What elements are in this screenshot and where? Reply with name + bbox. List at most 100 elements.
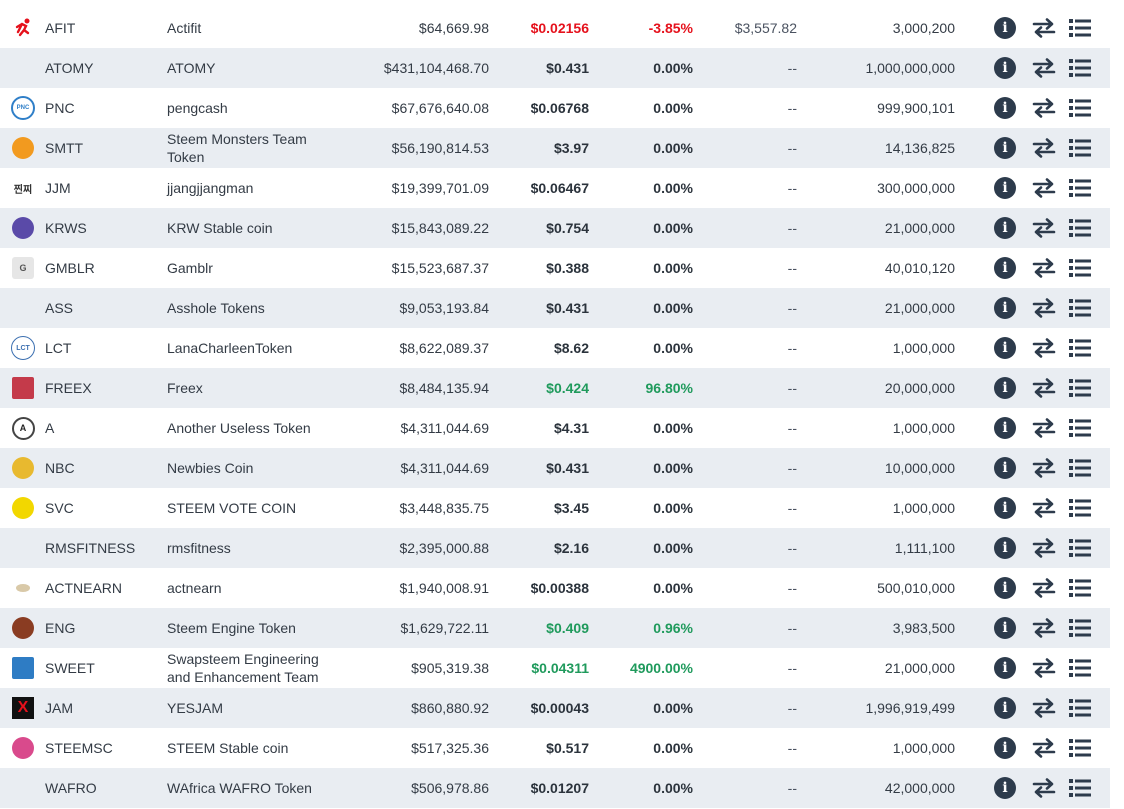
token-name[interactable]: jjangjjangman xyxy=(167,180,254,196)
list-icon[interactable] xyxy=(1068,577,1092,599)
swap-icon[interactable] xyxy=(1032,97,1056,119)
info-icon[interactable]: i xyxy=(994,17,1016,39)
list-icon[interactable] xyxy=(1068,297,1092,319)
token-symbol[interactable]: GMBLR xyxy=(45,260,95,276)
info-icon[interactable]: i xyxy=(994,697,1016,719)
token-name[interactable]: WAfrica WAFRO Token xyxy=(167,780,312,796)
info-icon[interactable]: i xyxy=(994,57,1016,79)
list-icon[interactable] xyxy=(1068,777,1092,799)
info-icon[interactable]: i xyxy=(994,97,1016,119)
swap-icon[interactable] xyxy=(1032,777,1056,799)
token-name[interactable]: pengcash xyxy=(167,100,228,116)
token-symbol[interactable]: PNC xyxy=(45,100,75,116)
swap-icon[interactable] xyxy=(1032,577,1056,599)
swap-icon[interactable] xyxy=(1032,217,1056,239)
token-name[interactable]: Steem Monsters Team Token xyxy=(167,131,307,165)
token-name[interactable]: Actifit xyxy=(167,20,202,36)
info-icon[interactable]: i xyxy=(994,217,1016,239)
info-icon[interactable]: i xyxy=(994,257,1016,279)
list-icon[interactable] xyxy=(1068,177,1092,199)
info-icon[interactable]: i xyxy=(994,457,1016,479)
token-name[interactable]: ATOMY xyxy=(167,60,216,76)
token-symbol[interactable]: ATOMY xyxy=(45,60,94,76)
token-name[interactable]: LanaCharleenToken xyxy=(167,340,293,356)
list-icon[interactable] xyxy=(1068,17,1092,39)
token-symbol[interactable]: JJM xyxy=(45,180,71,196)
swap-icon[interactable] xyxy=(1032,417,1056,439)
list-icon[interactable] xyxy=(1068,537,1092,559)
token-symbol[interactable]: AFIT xyxy=(45,20,76,36)
token-name[interactable]: KRW Stable coin xyxy=(167,220,273,236)
swap-icon[interactable] xyxy=(1032,257,1056,279)
swap-icon[interactable] xyxy=(1032,17,1056,39)
token-symbol[interactable]: SWEET xyxy=(45,660,95,676)
list-icon[interactable] xyxy=(1068,137,1092,159)
swap-icon[interactable] xyxy=(1032,657,1056,679)
token-symbol[interactable]: JAM xyxy=(45,700,73,716)
token-name[interactable]: Gamblr xyxy=(167,260,213,276)
token-name[interactable]: STEEM VOTE COIN xyxy=(167,500,297,516)
token-symbol[interactable]: A xyxy=(45,420,55,436)
token-symbol[interactable]: SVC xyxy=(45,500,74,516)
info-icon[interactable]: i xyxy=(994,417,1016,439)
token-symbol[interactable]: NBC xyxy=(45,460,75,476)
swap-icon[interactable] xyxy=(1032,457,1056,479)
swap-icon[interactable] xyxy=(1032,537,1056,559)
list-icon[interactable] xyxy=(1068,657,1092,679)
list-icon[interactable] xyxy=(1068,497,1092,519)
info-icon[interactable]: i xyxy=(994,377,1016,399)
swap-icon[interactable] xyxy=(1032,57,1056,79)
list-icon[interactable] xyxy=(1068,697,1092,719)
list-icon[interactable] xyxy=(1068,97,1092,119)
token-name[interactable]: actnearn xyxy=(167,580,222,596)
info-icon[interactable]: i xyxy=(994,737,1016,759)
swap-icon[interactable] xyxy=(1032,377,1056,399)
swap-icon[interactable] xyxy=(1032,177,1056,199)
list-icon[interactable] xyxy=(1068,417,1092,439)
info-icon[interactable]: i xyxy=(994,657,1016,679)
list-icon[interactable] xyxy=(1068,617,1092,639)
token-symbol[interactable]: ACTNEARN xyxy=(45,580,123,596)
token-symbol[interactable]: STEEMSC xyxy=(45,740,113,756)
token-symbol[interactable]: FREEX xyxy=(45,380,92,396)
swap-icon[interactable] xyxy=(1032,137,1056,159)
token-name[interactable]: YESJAM xyxy=(167,700,224,716)
info-icon[interactable]: i xyxy=(994,137,1016,159)
token-symbol[interactable]: LCT xyxy=(45,340,72,356)
token-name[interactable]: STEEM Stable coin xyxy=(167,740,289,756)
info-icon[interactable]: i xyxy=(994,337,1016,359)
info-icon[interactable]: i xyxy=(994,777,1016,799)
token-name[interactable]: Swapsteem Engineering and Enhancement Te… xyxy=(167,651,319,685)
token-symbol[interactable]: KRWS xyxy=(45,220,87,236)
token-name[interactable]: rmsfitness xyxy=(167,540,231,556)
token-name[interactable]: Freex xyxy=(167,380,203,396)
token-symbol[interactable]: SMTT xyxy=(45,140,84,156)
info-icon[interactable]: i xyxy=(994,577,1016,599)
info-icon[interactable]: i xyxy=(994,617,1016,639)
token-name[interactable]: Another Useless Token xyxy=(167,420,311,436)
list-icon[interactable] xyxy=(1068,57,1092,79)
info-icon[interactable]: i xyxy=(994,177,1016,199)
token-name[interactable]: Newbies Coin xyxy=(167,460,254,476)
token-symbol[interactable]: ASS xyxy=(45,300,74,316)
token-symbol[interactable]: RMSFITNESS xyxy=(45,540,136,556)
swap-icon[interactable] xyxy=(1032,297,1056,319)
list-icon[interactable] xyxy=(1068,377,1092,399)
info-icon[interactable]: i xyxy=(994,537,1016,559)
info-icon[interactable]: i xyxy=(994,497,1016,519)
info-icon[interactable]: i xyxy=(994,297,1016,319)
swap-icon[interactable] xyxy=(1032,617,1056,639)
list-icon[interactable] xyxy=(1068,257,1092,279)
swap-icon[interactable] xyxy=(1032,337,1056,359)
swap-icon[interactable] xyxy=(1032,737,1056,759)
token-symbol[interactable]: ENG xyxy=(45,620,76,636)
token-name[interactable]: Steem Engine Token xyxy=(167,620,296,636)
list-icon[interactable] xyxy=(1068,217,1092,239)
list-icon[interactable] xyxy=(1068,457,1092,479)
token-symbol[interactable]: WAFRO xyxy=(45,780,97,796)
list-icon[interactable] xyxy=(1068,337,1092,359)
swap-icon[interactable] xyxy=(1032,697,1056,719)
list-icon[interactable] xyxy=(1068,737,1092,759)
token-name[interactable]: Asshole Tokens xyxy=(167,300,265,316)
swap-icon[interactable] xyxy=(1032,497,1056,519)
